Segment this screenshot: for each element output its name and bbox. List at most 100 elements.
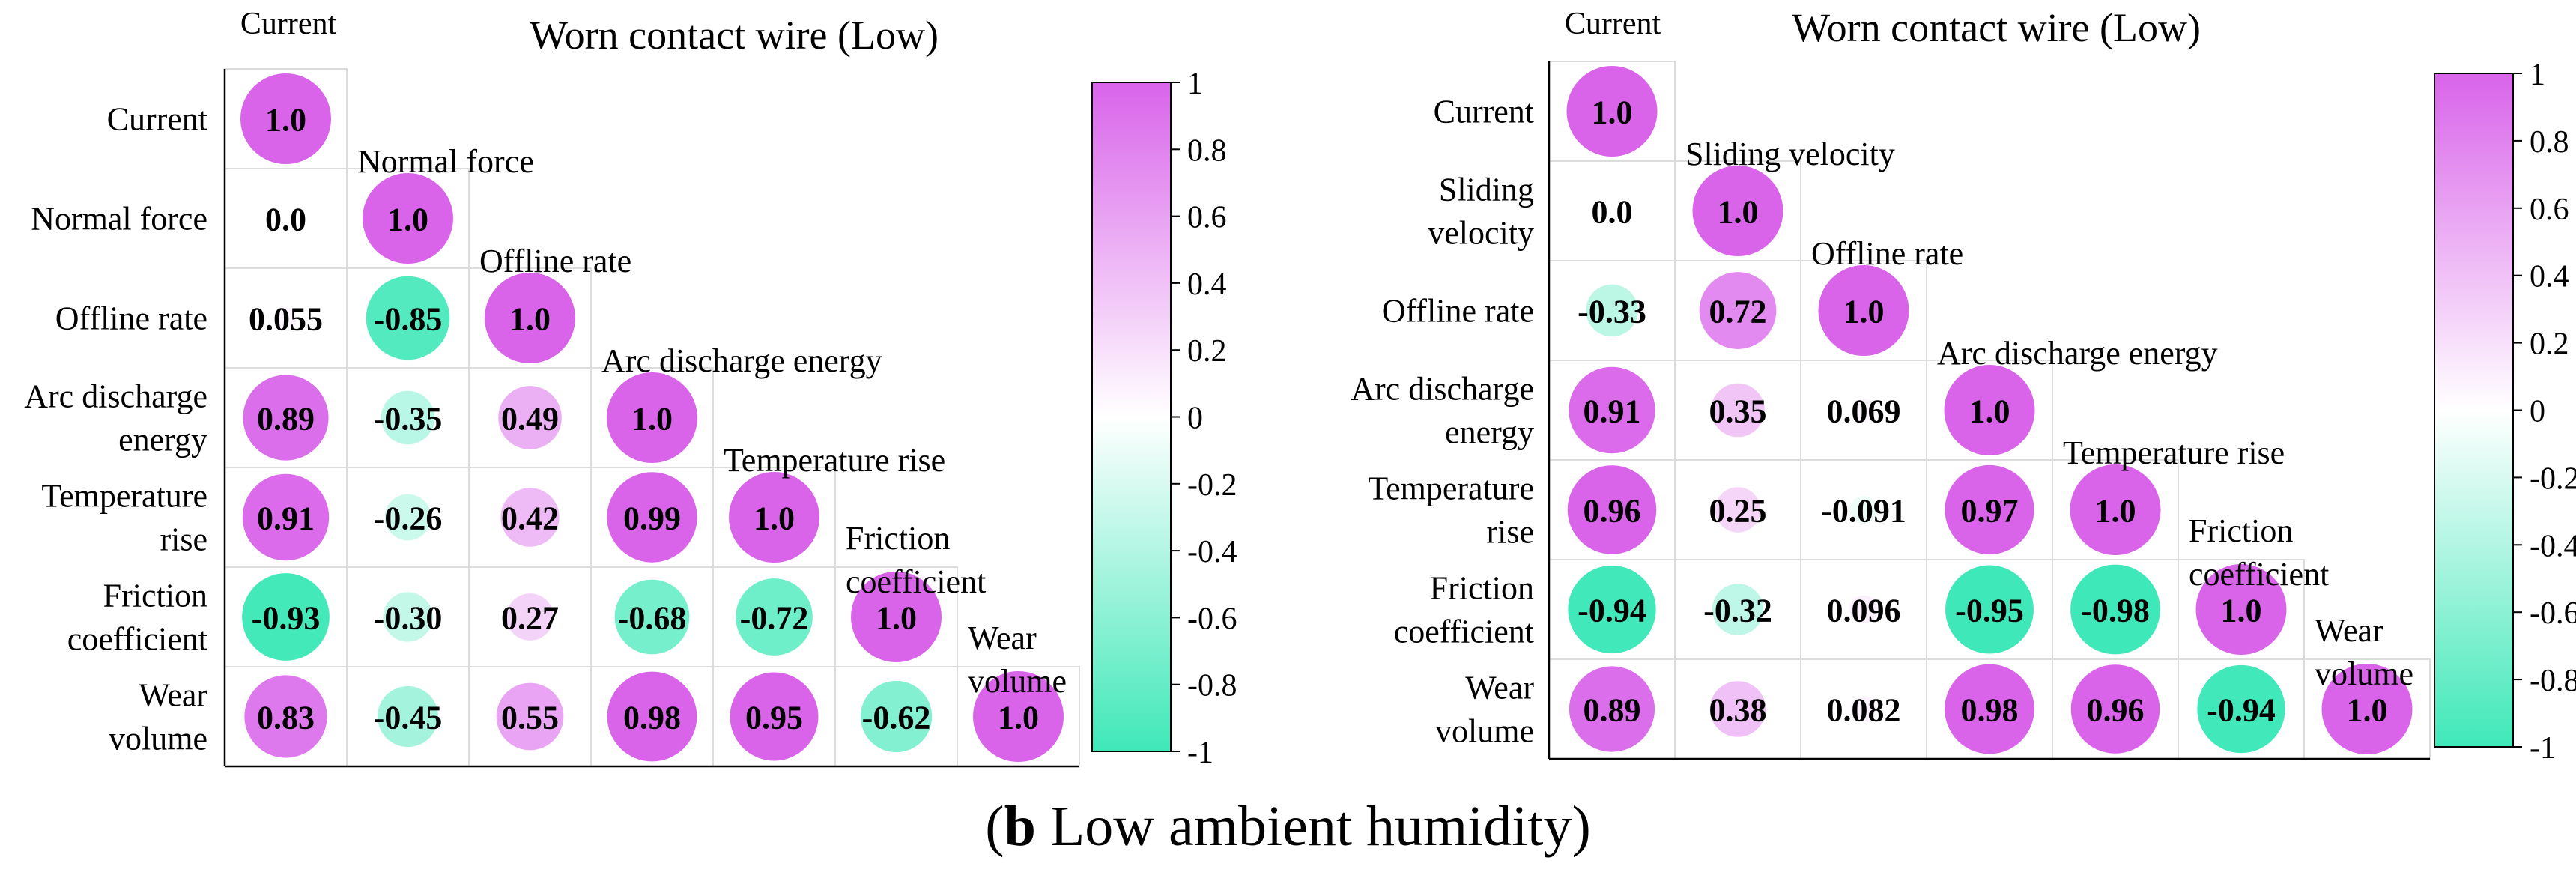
- correlation-circle: [1709, 681, 1766, 737]
- correlation-value: 1.0: [2347, 692, 2388, 729]
- correlation-value: 0.89: [257, 401, 315, 438]
- correlation-value: 0.95: [745, 700, 803, 736]
- colorbar-tick-label: -0.6: [1187, 602, 1237, 636]
- row-label: Arc discharge: [24, 378, 207, 415]
- correlation-circle: [1849, 496, 1878, 524]
- correlation-circle: [1569, 666, 1655, 752]
- correlation-value: 0.96: [2087, 692, 2145, 729]
- correlation-value: -0.45: [374, 700, 443, 736]
- correlation-value: 0.42: [501, 500, 559, 537]
- row-label: Current: [107, 101, 207, 138]
- row-label: Offline rate: [55, 300, 207, 337]
- colorbar-tick-label: 0.8: [1187, 133, 1227, 168]
- row-label: Temperature: [41, 478, 207, 515]
- diagonal-label: volume: [968, 663, 1067, 700]
- chart-title: Worn contact wire (Low): [1792, 5, 2201, 50]
- caption-letter: b: [1004, 795, 1036, 858]
- correlation-circle: [2070, 664, 2160, 754]
- correlation-value: 0.99: [623, 500, 681, 537]
- diagonal-label: Wear: [2315, 612, 2383, 649]
- correlation-circle: [485, 273, 575, 363]
- correlation-chart-left: Worn contact wire (Low) Current 1.0 0.0 1.0 0…: [24, 7, 1237, 770]
- row-label: energy: [118, 422, 207, 458]
- row-label: velocity: [1428, 215, 1534, 252]
- correlation-circle: [381, 390, 435, 445]
- correlation-circle: [607, 472, 697, 563]
- colorbar: [1092, 82, 1171, 751]
- correlation-value: -0.94: [2207, 692, 2276, 729]
- correlation-value: -0.98: [2081, 593, 2150, 629]
- correlation-circle: [1586, 284, 1638, 337]
- colorbar-tick-label: -0.4: [2530, 529, 2576, 563]
- correlation-chart-right: Worn contact wire (Low) Current 1.0 0.0 1.0 -…: [1351, 5, 2576, 766]
- correlation-value: -0.33: [1578, 294, 1646, 330]
- colorbar-tick-label: -1: [2530, 731, 2556, 766]
- correlation-value: -0.93: [252, 600, 321, 637]
- correlation-circle: [1711, 383, 1765, 438]
- row-label: volume: [109, 721, 207, 757]
- correlation-value: 0.082: [1827, 692, 1901, 729]
- colorbar-tick-label: 0.4: [1187, 267, 1227, 302]
- corner-label: Current: [240, 7, 337, 41]
- colorbar-tick-label: 0.6: [2530, 193, 2569, 227]
- row-label: Temperature: [1368, 470, 1534, 507]
- row-label: Normal force: [31, 201, 207, 237]
- correlation-circle: [500, 488, 560, 547]
- correlation-value: 0.096: [1827, 593, 1901, 629]
- correlation-value: 0.96: [1584, 493, 1641, 530]
- row-label: Friction: [103, 578, 207, 614]
- colorbar-tick-label: 0: [2530, 395, 2545, 429]
- correlation-value: 0.98: [623, 700, 681, 736]
- correlation-circle: [377, 685, 439, 748]
- correlation-circle: [1945, 464, 2034, 555]
- colorbar-tick-label: 0.6: [1187, 201, 1227, 235]
- colorbar-tick-label: 0: [1187, 402, 1203, 436]
- correlation-circle: [2195, 564, 2287, 655]
- correlation-value: 0.055: [249, 301, 323, 338]
- colorbar-tick-label: 0.4: [2530, 260, 2569, 294]
- correlation-circle: [851, 572, 942, 662]
- correlation-value: -0.32: [1703, 593, 1772, 629]
- correlation-circle: [366, 276, 450, 360]
- row-label: Current: [1434, 94, 1534, 130]
- correlation-circle: [1945, 664, 2034, 754]
- correlation-value: 1.0: [631, 401, 673, 438]
- diagonal-label: Arc discharge energy: [601, 342, 882, 379]
- correlation-value: -0.30: [374, 600, 443, 637]
- correlation-circle: [363, 173, 453, 264]
- correlation-value: -0.62: [862, 700, 931, 736]
- correlation-value: 0.49: [501, 401, 559, 438]
- diagonal-label: Wear: [968, 620, 1037, 656]
- correlation-value: 0.38: [1709, 692, 1767, 729]
- correlation-circle: [1852, 398, 1876, 423]
- correlation-circle: [729, 472, 819, 563]
- correlation-circle: [242, 473, 330, 561]
- correlation-circle: [496, 682, 564, 751]
- correlation-value: -0.091: [1821, 493, 1906, 530]
- correlation-value: -0.72: [740, 600, 809, 637]
- correlation-circle: [1566, 66, 1658, 157]
- correlation-value: 0.55: [501, 700, 559, 736]
- correlation-value: 1.0: [1843, 294, 1885, 330]
- correlation-value: 1.0: [509, 301, 551, 338]
- correlation-value: 0.72: [1709, 294, 1767, 330]
- correlation-value: 1.0: [1592, 94, 1633, 131]
- row-label: Wear: [1465, 670, 1534, 706]
- correlation-circle: [1699, 272, 1777, 349]
- correlation-circle: [2070, 564, 2160, 655]
- colorbar-tick-label: 0.2: [1187, 334, 1227, 369]
- correlation-value: 0.0: [1592, 194, 1633, 231]
- correlation-circle: [2321, 664, 2413, 754]
- diagonal-label: volume: [2315, 656, 2413, 692]
- correlation-circle: [1850, 696, 1877, 722]
- colorbar-tick-label: 0.2: [2530, 327, 2569, 362]
- correlation-value: 0.91: [257, 500, 315, 537]
- correlation-value: 1.0: [2221, 593, 2262, 629]
- diagonal-label: Offline rate: [479, 243, 631, 279]
- corner-label: Current: [1565, 7, 1661, 41]
- row-label: Friction: [1430, 570, 1534, 607]
- correlation-circle: [242, 573, 330, 661]
- correlation-value: 0.83: [257, 700, 315, 736]
- correlation-value: -0.85: [374, 301, 443, 338]
- correlation-value: 1.0: [387, 202, 428, 238]
